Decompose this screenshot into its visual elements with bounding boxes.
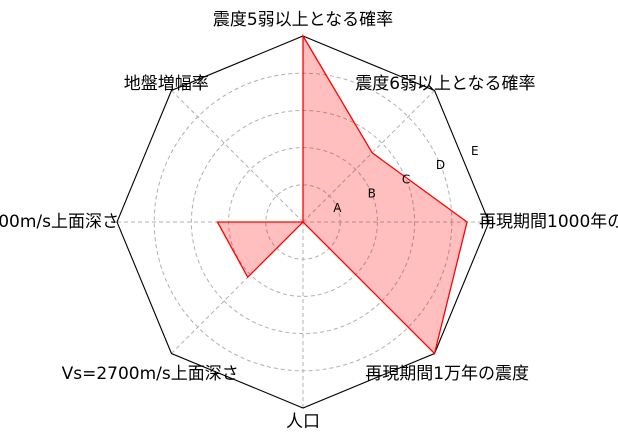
axis-label: 再現期間1000年の震度	[479, 212, 618, 232]
tick-label: E	[471, 144, 479, 158]
radar-frame	[116, 35, 490, 409]
grid-spoke	[302, 90, 435, 223]
axis-label: 震度6弱以上となる確率	[355, 74, 535, 94]
series-line	[216, 33, 468, 355]
axis-label: 再現期間1万年の震度	[365, 364, 529, 384]
series-area	[217, 36, 468, 354]
axis-label: 震度5弱以上となる確率	[213, 10, 393, 30]
tick-label: A	[333, 201, 342, 215]
tick-label: D	[436, 158, 445, 172]
tick-label: C	[402, 172, 410, 186]
axis-label: 地盤増幅率	[124, 74, 209, 94]
axis-label: Vs=2700m/s上面深さ	[62, 364, 239, 384]
grid-spoke	[171, 90, 304, 223]
axis-label: Vs=1100m/s上面深さ	[0, 212, 119, 232]
axis-label: 人口	[286, 412, 320, 432]
tick-label: B	[368, 187, 376, 201]
